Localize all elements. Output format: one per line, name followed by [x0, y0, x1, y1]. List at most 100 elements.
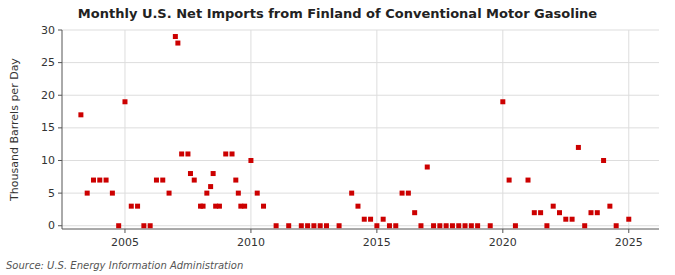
- point: [544, 223, 549, 228]
- axes: 05101520253020052010201520202025: [41, 24, 643, 250]
- point: [412, 210, 417, 215]
- points: [78, 34, 631, 228]
- point: [513, 223, 518, 228]
- point: [242, 204, 247, 209]
- y-tick: [58, 30, 62, 31]
- point: [526, 178, 531, 183]
- point: [488, 223, 493, 228]
- point: [463, 223, 468, 228]
- point: [91, 178, 96, 183]
- point: [217, 204, 222, 209]
- point: [393, 223, 398, 228]
- point: [274, 223, 279, 228]
- y-grid-line: [62, 95, 659, 96]
- point: [175, 41, 180, 46]
- point: [299, 223, 304, 228]
- chart-svg: 05101520253020052010201520202025Monthly …: [0, 0, 675, 275]
- point: [368, 217, 373, 222]
- point: [349, 191, 354, 196]
- point: [110, 191, 115, 196]
- point: [456, 223, 461, 228]
- point: [607, 204, 612, 209]
- x-grid-line: [628, 30, 629, 229]
- y-grid-line: [62, 127, 659, 128]
- point: [192, 178, 197, 183]
- y-tick: [58, 160, 62, 161]
- point: [223, 151, 228, 156]
- x-axis-line: [62, 229, 659, 230]
- point: [576, 145, 581, 150]
- x-tick-label: 2005: [111, 236, 139, 249]
- y-tick-label: 30: [41, 24, 55, 37]
- x-tick-label: 2025: [615, 236, 643, 249]
- point: [563, 217, 568, 222]
- point: [444, 223, 449, 228]
- point: [233, 178, 238, 183]
- grid: [62, 30, 659, 229]
- point: [595, 210, 600, 215]
- point: [78, 112, 83, 117]
- point: [475, 223, 480, 228]
- point: [469, 223, 474, 228]
- point: [318, 223, 323, 228]
- point: [148, 223, 153, 228]
- title: Monthly U.S. Net Imports from Finland of…: [78, 6, 598, 21]
- y-tick-label: 15: [41, 121, 55, 134]
- point: [236, 191, 241, 196]
- x-tick: [250, 229, 251, 233]
- x-tick: [628, 229, 629, 233]
- point: [588, 210, 593, 215]
- x-tick: [502, 229, 503, 233]
- y-tick-label: 25: [41, 56, 55, 69]
- y-tick: [58, 225, 62, 226]
- point: [122, 99, 127, 104]
- y-grid-line: [62, 193, 659, 194]
- x-tick-label: 2015: [363, 236, 391, 249]
- source-annotation: Source: U.S. Energy Information Administ…: [6, 260, 243, 271]
- x-grid-line: [502, 30, 503, 229]
- point: [324, 223, 329, 228]
- point: [626, 217, 631, 222]
- point: [85, 191, 90, 196]
- point: [116, 223, 121, 228]
- point: [582, 223, 587, 228]
- point: [167, 191, 172, 196]
- point: [286, 223, 291, 228]
- point: [418, 223, 423, 228]
- y-tick: [58, 95, 62, 96]
- point: [557, 210, 562, 215]
- y-tick-label: 0: [48, 219, 55, 232]
- point: [97, 178, 102, 183]
- point: [374, 223, 379, 228]
- point: [387, 223, 392, 228]
- point: [255, 191, 260, 196]
- y-grid-line: [62, 62, 659, 63]
- y-tick-label: 20: [41, 89, 55, 102]
- y-tick: [58, 193, 62, 194]
- point: [104, 178, 109, 183]
- point: [129, 204, 134, 209]
- y-tick: [58, 62, 62, 63]
- point: [201, 204, 206, 209]
- point: [337, 223, 342, 228]
- x-grid-line: [250, 30, 251, 229]
- x-grid-line: [376, 30, 377, 229]
- x-tick-label: 2020: [489, 236, 517, 249]
- y-axis-label: Thousand Barrels per Day: [8, 58, 21, 202]
- point: [400, 191, 405, 196]
- point: [570, 217, 575, 222]
- point: [507, 178, 512, 183]
- y-grid-line: [62, 160, 659, 161]
- point: [551, 204, 556, 209]
- point: [160, 178, 165, 183]
- point: [614, 223, 619, 228]
- point: [154, 178, 159, 183]
- y-tick: [58, 127, 62, 128]
- point: [261, 204, 266, 209]
- point: [208, 184, 213, 189]
- point: [204, 191, 209, 196]
- point: [500, 99, 505, 104]
- point: [381, 217, 386, 222]
- point: [141, 223, 146, 228]
- point: [179, 151, 184, 156]
